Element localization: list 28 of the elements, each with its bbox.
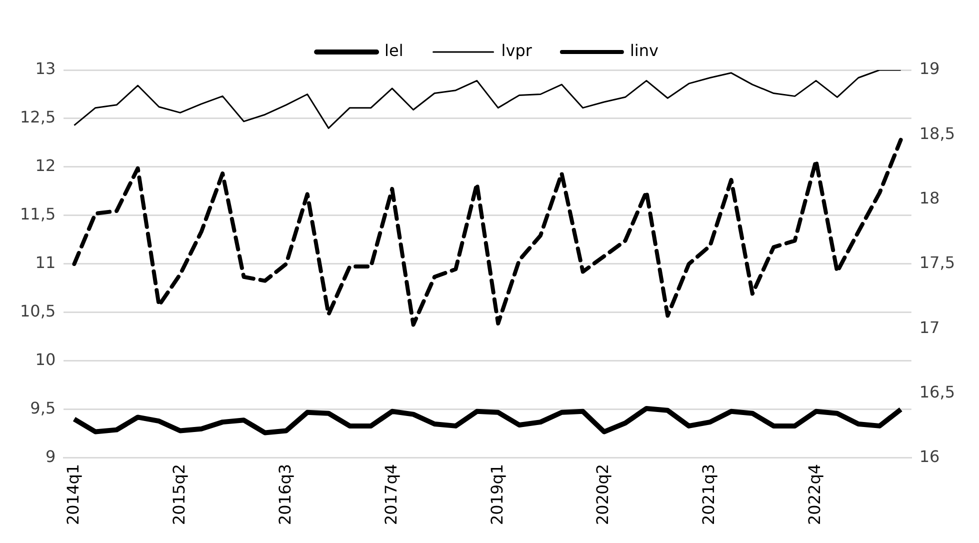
y-tick-label: 11,5 (20, 204, 56, 224)
line-series (72, 138, 903, 327)
y2-tick-label: 19 (919, 59, 940, 78)
legend-label: linv (630, 41, 658, 60)
x-tick-label: 2019q1 (487, 464, 506, 526)
x-tick-label: 2015q2 (169, 464, 188, 526)
y-tick-label: 9,5 (30, 398, 56, 418)
legend-label: lel (384, 41, 404, 60)
y2-tick-label: 17,5 (919, 253, 955, 272)
y-tick-label: 10,5 (20, 302, 56, 321)
y2-tick-label: 16,5 (919, 382, 955, 402)
y2-tick-label: 17 (919, 318, 940, 337)
y2-tick-label: 18,5 (919, 124, 955, 143)
x-tick-label: 2021q3 (699, 464, 718, 526)
x-tick-label: 2016q3 (275, 464, 294, 526)
y-tick-label: 10 (35, 350, 56, 370)
x-tick-label: 2014q1 (63, 464, 82, 526)
legend-label: lvpr (501, 41, 532, 60)
y-tick-label: 13 (35, 59, 56, 78)
x-tick-label: 2020q2 (593, 464, 612, 526)
x-tick-label: 2022q4 (805, 464, 824, 526)
y-tick-label: 11 (35, 253, 56, 272)
y-tick-label: 12,5 (20, 108, 56, 127)
y2-tick-label: 16 (919, 447, 940, 466)
y-tick-label: 9 (45, 447, 56, 466)
y2-tick-label: 18 (919, 188, 940, 208)
y-tick-label: 12 (35, 156, 56, 176)
x-tick-label: 2017q4 (381, 464, 400, 526)
